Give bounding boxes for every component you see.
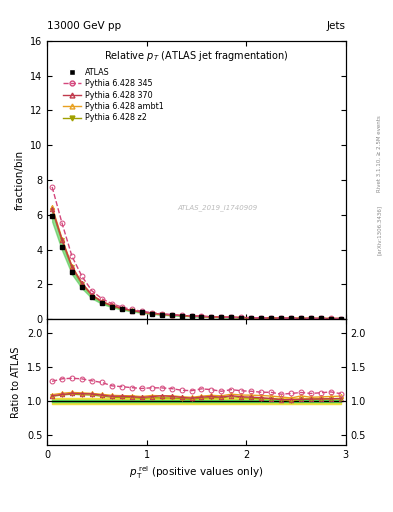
Text: Rivet 3.1.10, ≥ 2.5M events: Rivet 3.1.10, ≥ 2.5M events (377, 115, 382, 192)
Legend: ATLAS, Pythia 6.428 345, Pythia 6.428 370, Pythia 6.428 ambt1, Pythia 6.428 z2: ATLAS, Pythia 6.428 345, Pythia 6.428 37… (60, 65, 167, 125)
X-axis label: $p_{\,\mathrm{T}}^{\;\mathrm{rel}}$ (positive values only): $p_{\,\mathrm{T}}^{\;\mathrm{rel}}$ (pos… (129, 464, 264, 481)
Text: Jets: Jets (327, 21, 346, 31)
Y-axis label: fraction/bin: fraction/bin (15, 150, 24, 210)
Text: Relative $p_{T}$ (ATLAS jet fragmentation): Relative $p_{T}$ (ATLAS jet fragmentatio… (104, 49, 289, 63)
Text: [arXiv:1306.3436]: [arXiv:1306.3436] (377, 205, 382, 255)
Text: ATLAS_2019_I1740909: ATLAS_2019_I1740909 (177, 204, 257, 211)
Y-axis label: Ratio to ATLAS: Ratio to ATLAS (11, 347, 21, 418)
Text: 13000 GeV pp: 13000 GeV pp (47, 21, 121, 31)
